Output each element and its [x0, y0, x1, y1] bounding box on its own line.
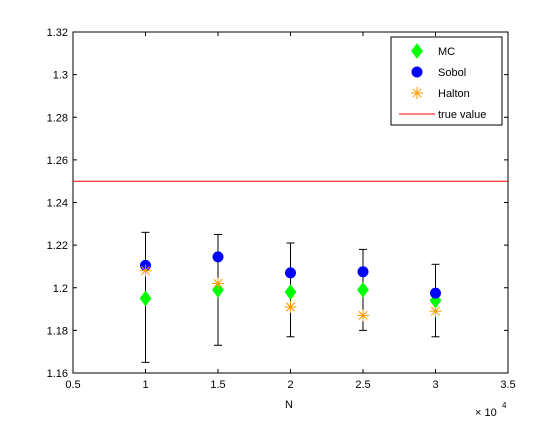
x-tick-label: 1.5 — [210, 379, 225, 391]
legend-item: Halton — [411, 87, 470, 100]
series-mc — [139, 282, 442, 309]
y-tick-label: 1.26 — [47, 155, 68, 167]
halton-point — [139, 264, 152, 277]
x-tick-label: 2.5 — [355, 379, 370, 391]
y-tick-label: 1.2 — [53, 283, 68, 295]
x-axis-multiplier: × 10 — [475, 407, 497, 419]
legend-marker-mc — [411, 43, 423, 59]
legend-label: MC — [438, 46, 455, 58]
data-series — [139, 251, 442, 322]
halton-point — [357, 309, 369, 322]
x-axis-multiplier-exponent: 4 — [502, 401, 507, 410]
legend-label: true value — [438, 109, 486, 121]
mc-point — [284, 284, 297, 300]
y-tick-label: 1.22 — [47, 240, 68, 252]
sobol-point — [212, 251, 224, 263]
legend-label: Halton — [438, 88, 470, 100]
legend-marker-halton — [411, 87, 423, 99]
legend-item: Sobol — [411, 66, 466, 79]
legend-label: Sobol — [438, 67, 466, 79]
sobol-point — [285, 267, 296, 279]
mc-point — [139, 290, 152, 307]
y-tick-label: 1.16 — [47, 368, 68, 380]
sobol-point — [357, 266, 369, 278]
legend-box — [390, 36, 503, 126]
halton-point — [212, 277, 224, 290]
y-tick-label: 1.28 — [47, 112, 68, 124]
x-tick-label: 3 — [432, 379, 438, 391]
series-halton — [139, 264, 442, 322]
mc-point — [357, 282, 369, 298]
y-tick-label: 1.3 — [53, 70, 68, 82]
x-tick-label: 3.5 — [500, 379, 515, 391]
halton-point — [429, 305, 442, 318]
legend: MC Sobol Halton true value — [390, 36, 503, 126]
legend-item: MC — [411, 43, 455, 59]
y-tick-label: 1.32 — [47, 27, 68, 39]
x-tick-label: 1 — [142, 379, 148, 391]
y-tick-label: 1.18 — [47, 325, 68, 337]
y-tick-label: 1.24 — [47, 198, 68, 210]
halton-point — [284, 300, 297, 313]
x-tick-label: 2 — [287, 379, 293, 391]
legend-item: true value — [399, 109, 486, 121]
series-sobol — [140, 251, 441, 299]
x-tick-label: 0.5 — [65, 379, 80, 391]
axes: 0.5 1 1.5 2 2.5 3 3.5 1.16 1.18 1.2 1.22 1.24 1.26 1.… — [47, 27, 516, 391]
legend-marker-sobol — [411, 66, 423, 78]
x-axis-label: N — [285, 399, 293, 411]
sobol-point — [430, 287, 441, 299]
